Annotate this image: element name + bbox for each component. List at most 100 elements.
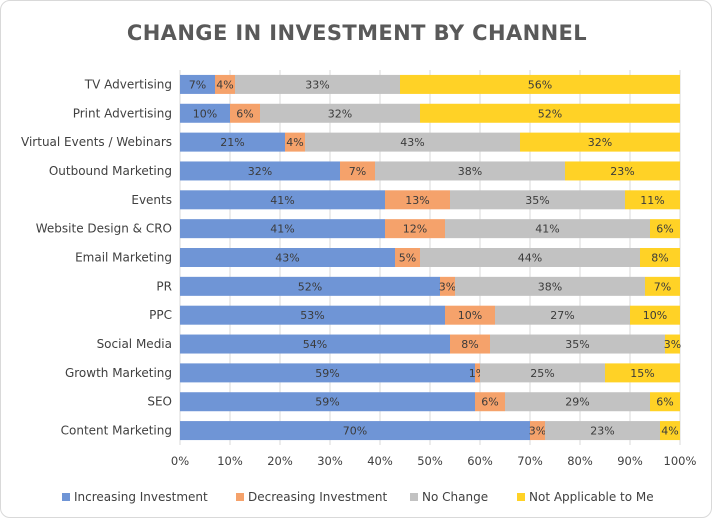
data-label: 5% (399, 252, 416, 265)
bar-segment (660, 421, 680, 441)
bar-segment (605, 363, 680, 383)
data-label: 43% (400, 136, 424, 149)
bar-segment (180, 219, 385, 239)
category-label: Growth Marketing (65, 366, 172, 380)
data-label: 53% (300, 309, 324, 322)
data-label: 7% (189, 78, 206, 91)
bar-segment (650, 392, 680, 412)
data-label: 21% (220, 136, 244, 149)
bar-segment (650, 219, 680, 239)
bar-segment (180, 305, 445, 325)
data-label: 43% (275, 252, 299, 265)
data-label: 6% (656, 223, 673, 236)
data-label: 23% (590, 425, 614, 438)
data-label: 23% (610, 165, 634, 178)
bar-segment (420, 248, 640, 267)
x-tick-label: 80% (567, 454, 593, 468)
bar-segment (305, 132, 520, 152)
data-label: 10% (193, 107, 217, 120)
legend-label: Not Applicable to Me (529, 490, 654, 504)
data-label: 12% (403, 223, 427, 236)
data-label: 6% (481, 396, 498, 409)
category-label: PPC (149, 308, 172, 322)
legend-label: No Change (422, 490, 488, 504)
x-tick-label: 100% (664, 454, 697, 468)
bar-segment (625, 190, 680, 210)
bar-segment (440, 276, 455, 296)
data-label: 13% (405, 194, 429, 207)
bar-segment (230, 103, 260, 123)
category-label: Email Marketing (75, 251, 172, 265)
data-label: 3% (664, 338, 681, 351)
x-axis-ticks: 0% 10% 20% 30% 40% 50% 60% 70% 80% 90% 100% (171, 454, 697, 468)
bar-segment (520, 132, 680, 152)
data-label: 7% (349, 165, 366, 178)
data-label: 4% (286, 136, 303, 149)
x-tick-label: 40% (367, 454, 393, 468)
legend-swatch (62, 493, 70, 501)
bar-segment (395, 248, 420, 267)
data-label: 7% (654, 280, 671, 293)
data-label: 32% (588, 136, 612, 149)
data-label: 38% (458, 165, 482, 178)
data-label: 11% (640, 194, 664, 207)
data-label: 8% (651, 252, 668, 265)
category-label: PR (156, 279, 172, 293)
legend-swatch (517, 493, 525, 501)
data-label: 32% (328, 107, 352, 120)
data-label: 38% (538, 280, 562, 293)
data-label: 3% (529, 425, 546, 438)
bar-segment (450, 190, 625, 210)
data-label: 10% (458, 309, 482, 322)
bar-segment (180, 74, 215, 94)
data-label: 8% (461, 338, 478, 351)
bar-segment (400, 74, 680, 94)
bar-segment (505, 392, 650, 412)
bar-segment (215, 74, 235, 94)
bar-segment (475, 363, 480, 383)
bar-segment (180, 276, 440, 296)
bar-segment (455, 276, 645, 296)
bar-segment (640, 248, 680, 267)
data-label: 44% (518, 252, 542, 265)
data-label: 35% (565, 338, 589, 351)
category-label: TV Advertising (84, 77, 172, 91)
data-label: 41% (270, 223, 294, 236)
x-tick-label: 90% (617, 454, 643, 468)
data-label: 4% (216, 78, 233, 91)
data-label: 35% (525, 194, 549, 207)
bar-segment (180, 363, 475, 383)
category-labels: TV Advertising Print Advertising Virtual E… (21, 77, 172, 437)
x-tick-label: 0% (171, 454, 189, 468)
bar-segment (645, 276, 680, 296)
data-label: 25% (530, 367, 554, 380)
bar-segment (445, 305, 495, 325)
bar-segment (375, 161, 565, 181)
category-label: Events (131, 193, 172, 207)
data-label: 70% (343, 425, 367, 438)
legend-swatch (410, 493, 418, 501)
data-label: 32% (248, 165, 272, 178)
bar-segment (475, 392, 505, 412)
legend-label: Increasing Investment (74, 490, 208, 504)
category-label: Print Advertising (73, 106, 172, 120)
bar-segment (180, 103, 230, 123)
bar-segment (180, 421, 530, 441)
bar-segment (420, 103, 680, 123)
category-label: Website Design & CRO (36, 222, 172, 236)
bar-segment (180, 392, 475, 412)
bar-segment (530, 421, 545, 441)
bar-segment (545, 421, 660, 441)
bars: 7% 4% 33% 56% 10% 6% 32% 52% 21% 4% 43% 32% 32% 7% 38%… (180, 74, 681, 441)
data-label: 41% (535, 223, 559, 236)
data-label: 6% (236, 107, 253, 120)
bar-segment (385, 190, 450, 210)
data-label: 52% (538, 107, 562, 120)
bar-segment (340, 161, 375, 181)
bar-segment (450, 334, 490, 354)
legend: Increasing Investment Decreasing Investme… (62, 490, 654, 504)
bar-segment (180, 161, 340, 181)
x-tick-label: 30% (317, 454, 343, 468)
